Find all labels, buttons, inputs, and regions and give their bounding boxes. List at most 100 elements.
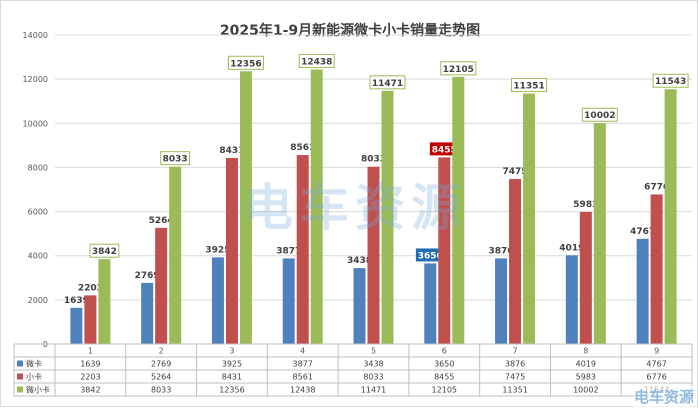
data-table-cell: 12356 [219,386,244,395]
bar-微卡-4 [282,258,295,344]
data-label: 11543 [655,77,686,87]
data-table-cell: 3438 [363,360,383,369]
data-label-highlight-box [429,142,459,156]
data-table-cell: 5264 [151,373,171,382]
data-table-cell: 3925 [222,360,242,369]
data-label: 8455 [432,145,457,155]
data-label: 8431 [219,146,244,156]
data-label: 4767 [630,227,655,237]
bar-小卡-1 [84,295,97,344]
data-label-box [227,55,264,70]
x-category-label: 4 [300,347,305,356]
data-label-box [298,53,335,68]
data-label-box [511,77,548,92]
bar-小卡-7 [509,179,522,344]
data-table-cell: 8033 [363,373,383,382]
x-category-label: 3 [229,347,234,356]
data-label-box [581,107,618,122]
data-table-cell: 5983 [576,373,596,382]
x-category-label: 5 [371,347,376,356]
legend-label: 小卡 [26,372,42,382]
data-table-cell: 12105 [432,386,457,395]
data-label: 7475 [503,167,528,177]
x-category-label: 2 [159,347,164,356]
data-label: 10002 [584,111,615,121]
y-tick-label: 10000 [23,119,48,128]
data-label: 8561 [290,143,315,153]
data-table-cell: 2203 [80,373,100,382]
data-label: 6776 [644,182,669,192]
data-label-box [89,243,120,258]
x-category-label: 6 [442,347,447,356]
data-table-cell: 7475 [505,373,525,382]
bar-小卡-5 [367,166,380,344]
data-label: 8033 [163,155,188,165]
x-category-label: 1 [88,347,93,356]
data-label: 12105 [443,65,474,75]
bar-微小卡-7 [523,93,536,344]
y-tick-label: 4000 [28,252,48,261]
bar-微卡-7 [495,258,508,344]
data-label-highlight-box [415,248,445,262]
bar-微小卡-8 [593,123,606,344]
data-label: 3925 [205,245,230,255]
y-tick-label: 6000 [28,208,48,217]
data-table-cell: 8561 [293,373,313,382]
data-table-cell: 8431 [222,373,242,382]
data-label: 12356 [230,59,261,69]
bar-微卡-2 [141,282,154,344]
bar-微小卡-5 [381,90,394,345]
x-category-label: 9 [654,347,659,356]
data-table-cell: 3877 [293,360,313,369]
corner-logo: 电车资源 [633,386,694,407]
bar-小卡-9 [650,194,663,344]
bar-小卡-6 [438,157,451,344]
bar-微卡-5 [353,268,366,344]
data-label-box [160,151,191,166]
y-tick-label: 2000 [28,296,48,305]
bar-小卡-2 [155,227,168,344]
y-tick-label: 14000 [23,31,48,40]
data-table-cell: 3842 [80,386,100,395]
data-label: 3876 [489,246,514,256]
legend-label: 微小卡 [26,385,50,395]
data-label-box [369,75,406,90]
bar-微小卡-4 [310,69,323,344]
x-category-label: 8 [583,347,588,356]
data-label: 3877 [276,246,301,256]
data-label: 5264 [149,216,174,226]
bar-微卡-9 [636,238,649,344]
data-table-cell: 4019 [576,360,596,369]
data-table-cell: 8033 [151,386,171,395]
x-category-label: 7 [513,347,518,356]
data-label-box [440,61,477,76]
data-table-cell: 6776 [646,373,666,382]
data-label: 8033 [361,155,386,165]
data-label-box [652,73,689,88]
data-label: 3650 [418,251,443,261]
data-label: 3438 [347,256,372,266]
bar-微卡-6 [424,263,437,344]
data-label: 1639 [64,296,89,306]
data-table-cell: 8455 [434,373,454,382]
data-label: 11471 [372,79,403,89]
bar-小卡-8 [579,211,592,344]
data-label: 4019 [559,243,584,253]
bar-微小卡-9 [664,89,677,345]
data-label: 3842 [92,247,117,257]
legend-label: 微卡 [26,359,42,369]
bar-微卡-1 [70,307,83,344]
data-label: 2769 [135,271,160,281]
data-table-cell: 1639 [80,360,100,369]
bar-微小卡-6 [452,76,465,345]
data-table-cell: 4767 [646,360,666,369]
data-table-cell: 3650 [434,360,454,369]
bar-微小卡-2 [169,166,182,344]
bar-微卡-8 [565,255,578,344]
legend-swatch-微小卡 [17,386,23,393]
data-label: 12438 [301,57,332,67]
data-table-cell: 11351 [502,386,527,395]
bar-微小卡-1 [98,259,111,344]
